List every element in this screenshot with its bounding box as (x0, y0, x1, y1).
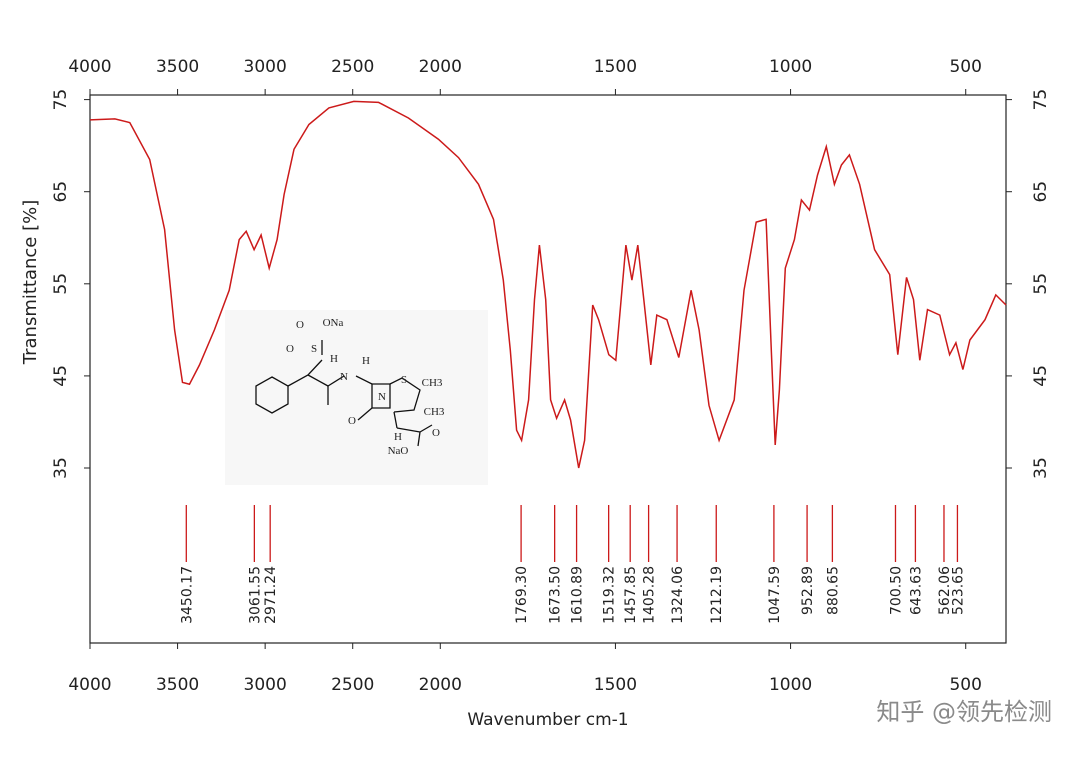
x-axis-title: Wavenumber cm-1 (467, 710, 628, 730)
peak-label: 562.06 (937, 566, 953, 615)
peak-label: 1047.59 (767, 566, 783, 624)
x-tick-label-top: 1000 (769, 57, 812, 77)
peak-label: 523.65 (950, 566, 966, 615)
peak-label: 2971.24 (263, 566, 279, 624)
structure-label: CH3 (424, 406, 445, 418)
structure-label: N (340, 371, 348, 383)
peak-label: 3450.17 (179, 566, 195, 624)
structure-label: S (401, 374, 407, 386)
structure-label: O (432, 427, 440, 439)
x-tick-label-top: 3500 (156, 57, 199, 77)
structure-label: H (394, 431, 402, 443)
x-tick-label: 3000 (244, 675, 287, 695)
y-tick-label-right: 55 (1031, 273, 1051, 295)
plot-frame (89, 94, 1007, 644)
x-tick-label: 2000 (419, 675, 462, 695)
x-tick-label: 500 (949, 675, 981, 695)
peak-label: 1673.50 (548, 566, 564, 624)
peak-label: 3061.55 (247, 566, 263, 624)
peak-label: 880.65 (825, 566, 841, 615)
y-tick-label-right: 45 (1031, 365, 1051, 387)
y-tick-label: 55 (51, 273, 71, 295)
structure-label: O (286, 343, 294, 355)
structure-label: H (330, 353, 338, 365)
spectrum-line (89, 100, 1007, 469)
y-tick-label: 65 (51, 181, 71, 203)
y-tick-label-right: 65 (1031, 181, 1051, 203)
peak-label: 700.50 (888, 566, 904, 615)
x-tick-label-top: 2000 (419, 57, 462, 77)
structure-bonds (255, 340, 433, 447)
x-tick-label-top: 2500 (331, 57, 374, 77)
watermark: 知乎 @领先检测 (876, 698, 1052, 726)
x-tick-label-top: 3000 (244, 57, 287, 77)
peak-label: 1457.85 (623, 566, 639, 624)
peak-label: 1769.30 (514, 566, 530, 624)
peak-label: 643.63 (908, 566, 924, 615)
x-tick-label-top: 1500 (594, 57, 637, 77)
peak-label: 1405.28 (642, 566, 658, 624)
structure-label: ONa (323, 317, 344, 329)
y-tick-label: 75 (51, 89, 71, 111)
x-tick-label-top: 4000 (68, 57, 111, 77)
peak-label: 1212.19 (709, 566, 725, 624)
x-tick-label-top: 500 (949, 57, 981, 77)
structure-label: O (296, 319, 304, 331)
x-tick-label: 1500 (594, 675, 637, 695)
x-tick-label: 3500 (156, 675, 199, 695)
peak-label: 1519.32 (602, 566, 618, 624)
structure-label: CH3 (422, 377, 443, 389)
x-tick-label: 2500 (331, 675, 374, 695)
x-tick-label: 4000 (68, 675, 111, 695)
structure-label: N (378, 391, 386, 403)
y-tick-label: 35 (51, 457, 71, 479)
structure-label: O (348, 415, 356, 427)
peak-label: 1610.89 (570, 566, 586, 624)
y-tick-label: 45 (51, 365, 71, 387)
y-axis-title: Transmittance [%] (20, 200, 41, 366)
y-tick-label-right: 35 (1031, 457, 1051, 479)
structure-label: NaO (388, 445, 409, 457)
x-tick-label: 1000 (769, 675, 812, 695)
peak-label: 952.89 (800, 566, 816, 615)
structure-label: H (362, 355, 370, 367)
structure-label: S (311, 343, 317, 355)
inset-background (225, 310, 488, 485)
y-tick-label-right: 75 (1031, 89, 1051, 111)
peak-label: 1324.06 (670, 566, 686, 624)
